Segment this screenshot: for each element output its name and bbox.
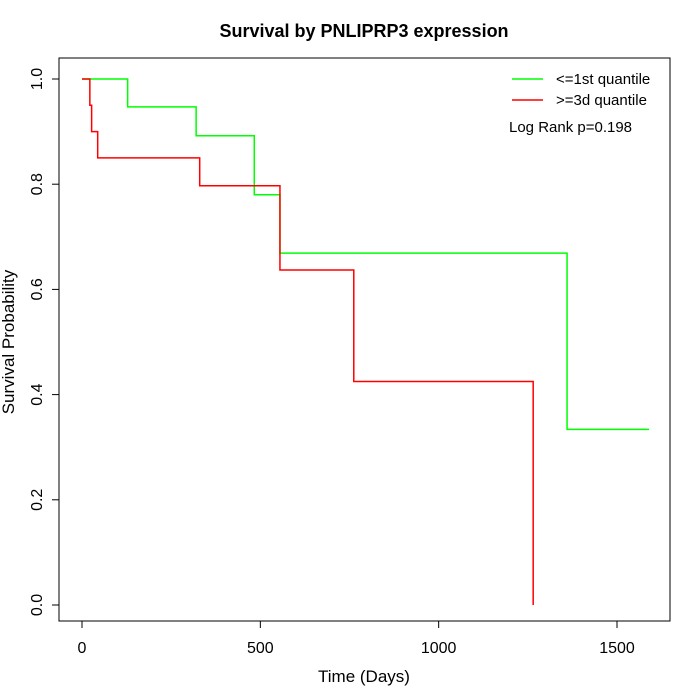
plot-box <box>58 57 671 622</box>
survival-curve-high <box>82 78 534 605</box>
y-tick-label: 0.0 <box>29 594 46 616</box>
series-layer <box>82 78 650 605</box>
y-tick-label: 1.0 <box>29 68 46 90</box>
y-tick-label: 0.8 <box>29 173 46 195</box>
y-axis-label: Survival Probability <box>0 269 18 414</box>
x-tick-label: 0 <box>78 640 87 657</box>
y-tick-label: 0.2 <box>29 489 46 511</box>
legend-label: <=1st quantile <box>556 71 650 88</box>
legend: <=1st quantile >=3d quantile <box>512 71 650 109</box>
x-axis-label: Time (Days) <box>318 667 410 686</box>
x-axis: 0 500 1000 1500 <box>78 620 635 657</box>
y-tick-label: 0.4 <box>29 383 46 405</box>
x-tick-label: 1000 <box>421 640 457 657</box>
legend-label: >=3d quantile <box>556 92 647 109</box>
y-axis: 0.0 0.2 0.4 0.6 0.8 1.0 <box>29 68 60 616</box>
log-rank-annotation: Log Rank p=0.198 <box>509 119 632 136</box>
survival-curve-low <box>82 78 650 431</box>
x-tick-label: 1500 <box>599 640 635 657</box>
chart-title: Survival by PNLIPRP3 expression <box>219 21 508 41</box>
y-tick-label: 0.6 <box>29 278 46 300</box>
x-tick-label: 500 <box>247 640 274 657</box>
